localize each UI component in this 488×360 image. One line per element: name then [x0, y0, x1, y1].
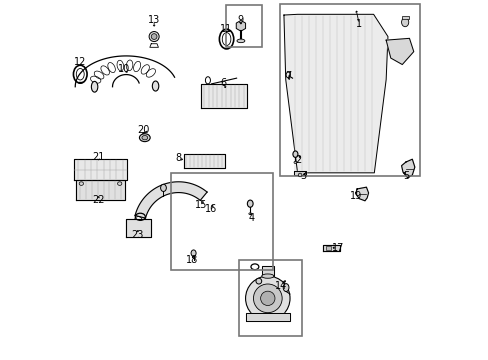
Text: 12: 12	[74, 57, 86, 67]
Text: 18: 18	[186, 255, 198, 265]
Text: 20: 20	[137, 125, 149, 135]
Ellipse shape	[152, 81, 159, 91]
Ellipse shape	[91, 81, 98, 92]
Text: 19: 19	[349, 191, 361, 201]
Ellipse shape	[151, 34, 157, 40]
Polygon shape	[135, 182, 206, 218]
Ellipse shape	[191, 250, 196, 256]
Circle shape	[253, 284, 282, 313]
Polygon shape	[74, 159, 126, 180]
Bar	[325, 246, 330, 249]
Ellipse shape	[79, 182, 83, 185]
Text: 8: 8	[175, 153, 181, 163]
Bar	[279, 4, 419, 176]
Ellipse shape	[149, 32, 159, 41]
Bar	[225, 5, 261, 47]
Polygon shape	[76, 180, 125, 200]
Text: 22: 22	[92, 195, 104, 205]
Ellipse shape	[247, 200, 253, 207]
Polygon shape	[261, 266, 273, 276]
Ellipse shape	[283, 284, 288, 292]
Text: 13: 13	[148, 15, 160, 26]
Polygon shape	[284, 14, 387, 173]
Text: 17: 17	[331, 243, 343, 253]
Text: 6: 6	[220, 78, 225, 88]
Bar	[171, 173, 273, 270]
Text: 10: 10	[118, 64, 130, 74]
Text: 5: 5	[402, 171, 408, 181]
Bar	[238, 260, 301, 336]
Text: 21: 21	[92, 152, 104, 162]
Text: 23: 23	[131, 230, 143, 239]
Ellipse shape	[237, 39, 244, 42]
Ellipse shape	[117, 182, 122, 185]
Polygon shape	[401, 159, 414, 178]
Text: 9: 9	[237, 15, 244, 26]
Polygon shape	[293, 171, 305, 175]
Polygon shape	[245, 314, 289, 320]
Ellipse shape	[293, 161, 296, 163]
Polygon shape	[126, 220, 150, 237]
Ellipse shape	[160, 184, 166, 192]
Polygon shape	[386, 39, 413, 64]
Ellipse shape	[248, 213, 251, 215]
Ellipse shape	[142, 135, 147, 140]
Text: 3: 3	[300, 171, 306, 181]
Text: 1: 1	[355, 19, 362, 29]
Polygon shape	[355, 187, 368, 201]
Text: 14: 14	[274, 281, 286, 291]
Circle shape	[260, 291, 274, 306]
Ellipse shape	[298, 173, 301, 177]
Polygon shape	[183, 154, 224, 168]
Ellipse shape	[139, 134, 150, 141]
Circle shape	[245, 276, 289, 320]
Text: 7: 7	[285, 71, 291, 81]
Text: 4: 4	[248, 213, 254, 222]
Ellipse shape	[292, 151, 297, 157]
Polygon shape	[201, 84, 247, 108]
Bar	[402, 16, 408, 19]
Ellipse shape	[255, 278, 261, 284]
Text: 15: 15	[195, 200, 207, 210]
Text: 11: 11	[220, 24, 232, 35]
Polygon shape	[322, 245, 339, 251]
Text: 2: 2	[295, 155, 301, 165]
Text: 16: 16	[205, 204, 217, 215]
Ellipse shape	[401, 18, 408, 27]
Ellipse shape	[261, 274, 273, 278]
